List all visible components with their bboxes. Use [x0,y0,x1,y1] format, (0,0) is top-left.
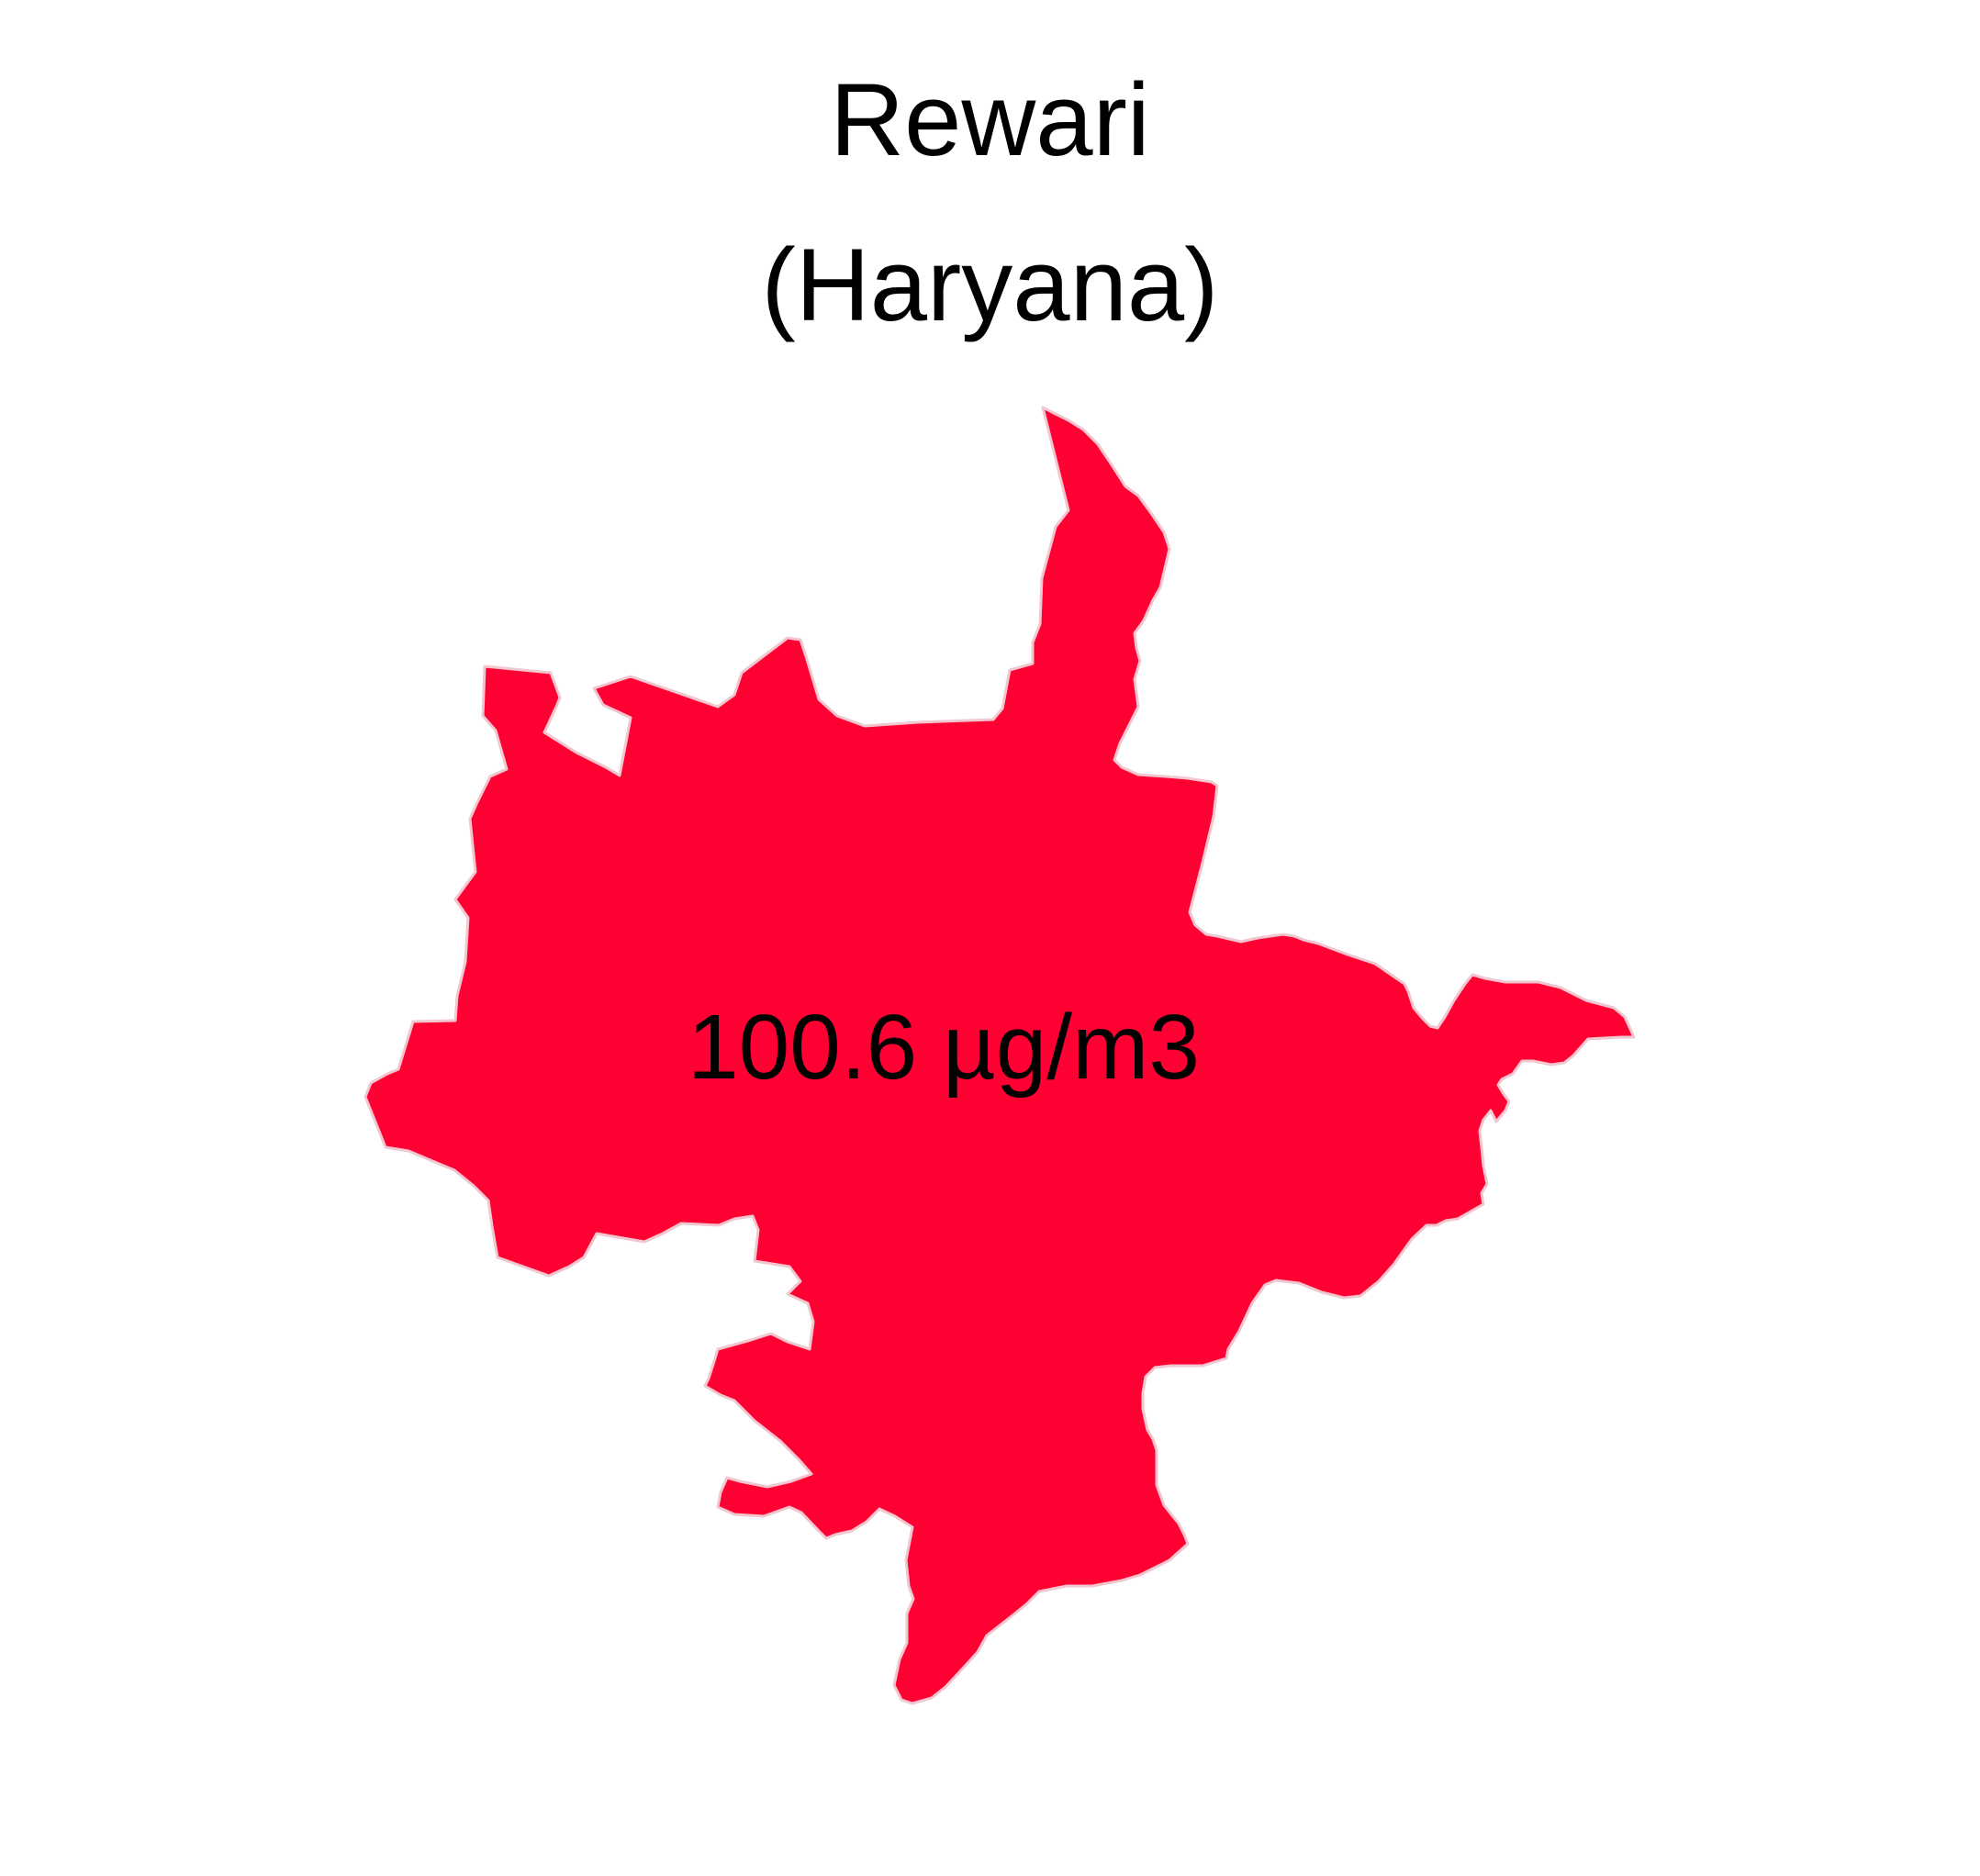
region-value-label: 100.6 µg/m3 [688,996,1200,1099]
